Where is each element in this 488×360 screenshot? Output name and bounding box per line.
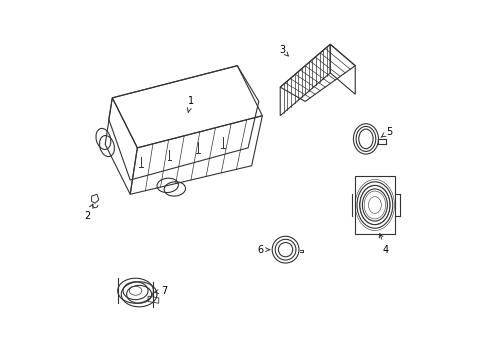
Text: 2: 2 [84, 204, 93, 221]
Text: 6: 6 [257, 245, 269, 255]
Text: 5: 5 [380, 127, 391, 137]
Text: 3: 3 [278, 45, 288, 56]
Text: 1: 1 [187, 96, 194, 112]
Text: 4: 4 [379, 234, 388, 255]
Text: 7: 7 [154, 286, 167, 296]
